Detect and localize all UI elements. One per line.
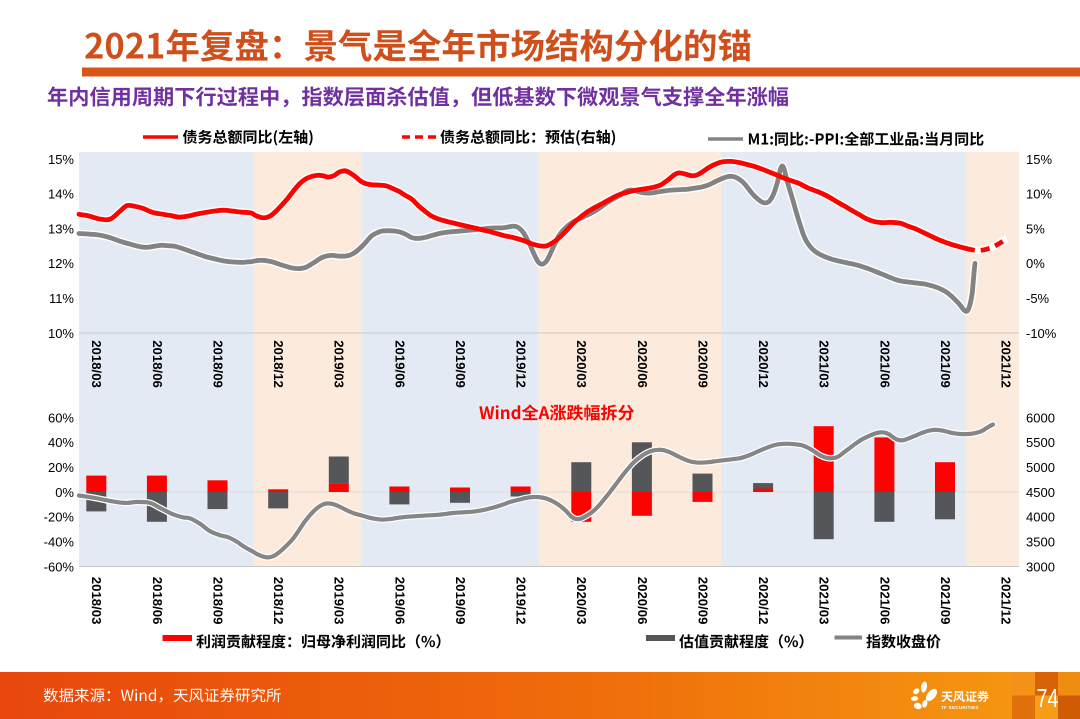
svg-text:4500: 4500	[1026, 485, 1055, 500]
svg-text:-10%: -10%	[1026, 326, 1057, 341]
svg-text:2021/06: 2021/06	[877, 340, 892, 388]
svg-text:2021/03: 2021/03	[817, 340, 832, 388]
svg-text:2020/03: 2020/03	[574, 577, 589, 625]
svg-text:2019/06: 2019/06	[392, 577, 407, 625]
svg-text:2018/12: 2018/12	[271, 577, 286, 625]
svg-text:2018/12: 2018/12	[271, 340, 286, 388]
svg-text:2021/12: 2021/12	[999, 340, 1014, 388]
svg-text:13%: 13%	[48, 221, 74, 236]
svg-text:14%: 14%	[48, 187, 74, 202]
svg-text:2020/06: 2020/06	[635, 340, 650, 388]
svg-text:2019/09: 2019/09	[453, 577, 468, 625]
svg-text:2020/09: 2020/09	[695, 577, 710, 625]
svg-text:2019/03: 2019/03	[332, 340, 347, 388]
svg-text:60%: 60%	[48, 410, 74, 425]
svg-text:0%: 0%	[1026, 256, 1045, 271]
svg-text:-60%: -60%	[44, 559, 75, 574]
svg-text:2021/03: 2021/03	[817, 577, 832, 625]
svg-text:15%: 15%	[1026, 152, 1052, 167]
svg-text:10%: 10%	[1026, 187, 1052, 202]
svg-text:-40%: -40%	[44, 534, 75, 549]
svg-text:2019/12: 2019/12	[514, 340, 529, 388]
svg-text:0%: 0%	[55, 485, 74, 500]
svg-text:5%: 5%	[1026, 221, 1045, 236]
svg-text:2020/12: 2020/12	[756, 340, 771, 388]
svg-text:6000: 6000	[1026, 410, 1055, 425]
svg-text:2019/06: 2019/06	[392, 340, 407, 388]
svg-text:2020/03: 2020/03	[574, 340, 589, 388]
svg-text:74: 74	[1037, 685, 1059, 713]
svg-text:15%: 15%	[48, 152, 74, 167]
svg-text:2021/09: 2021/09	[938, 340, 953, 388]
svg-text:2021/09: 2021/09	[938, 577, 953, 625]
svg-text:10%: 10%	[48, 326, 74, 341]
svg-text:11%: 11%	[49, 291, 74, 306]
svg-text:12%: 12%	[48, 256, 74, 271]
svg-text:2020/12: 2020/12	[756, 577, 771, 625]
svg-text:2018/06: 2018/06	[150, 577, 165, 625]
svg-text:20%: 20%	[48, 460, 74, 475]
svg-text:-5%: -5%	[1026, 291, 1050, 306]
svg-text:2021/12: 2021/12	[999, 577, 1014, 625]
svg-text:2018/03: 2018/03	[89, 340, 104, 388]
svg-text:2019/09: 2019/09	[453, 340, 468, 388]
svg-text:TF SECURITIES: TF SECURITIES	[941, 705, 979, 710]
svg-text:-20%: -20%	[44, 510, 75, 525]
svg-text:2018/09: 2018/09	[210, 340, 225, 388]
svg-text:5500: 5500	[1026, 435, 1055, 450]
svg-text:40%: 40%	[48, 435, 74, 450]
svg-text:3500: 3500	[1026, 534, 1055, 549]
svg-text:4000: 4000	[1026, 510, 1055, 525]
svg-text:2018/09: 2018/09	[210, 577, 225, 625]
svg-text:3000: 3000	[1026, 559, 1055, 574]
svg-text:2020/06: 2020/06	[635, 577, 650, 625]
svg-text:2021/06: 2021/06	[877, 577, 892, 625]
svg-text:2019/12: 2019/12	[514, 577, 529, 625]
svg-text:2018/06: 2018/06	[150, 340, 165, 388]
svg-text:2019/03: 2019/03	[332, 577, 347, 625]
svg-text:5000: 5000	[1026, 460, 1055, 475]
svg-text:2018/03: 2018/03	[89, 577, 104, 625]
svg-text:2020/09: 2020/09	[695, 340, 710, 388]
